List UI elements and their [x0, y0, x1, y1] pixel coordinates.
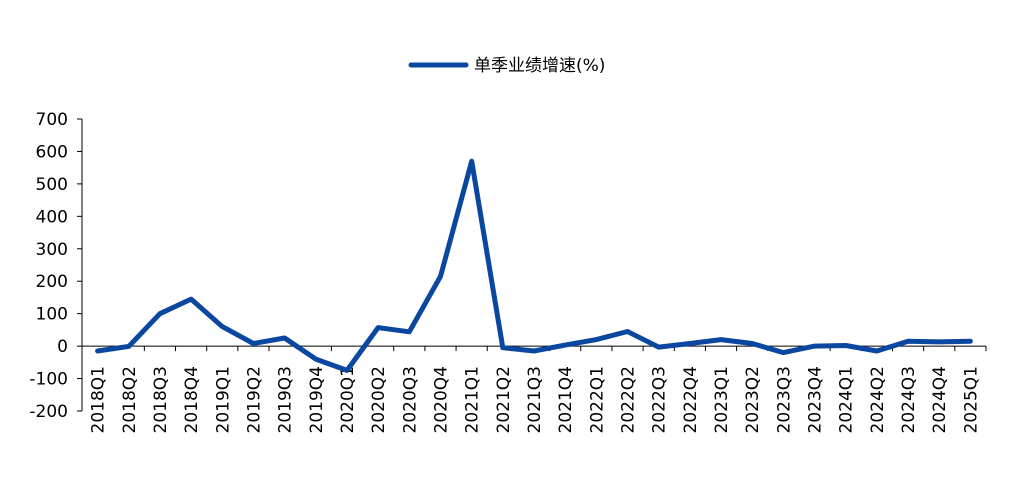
x-axis-tick-label: 2020Q1 — [338, 366, 358, 433]
series-line — [95, 158, 973, 373]
y-axis-tick-label: 100 — [36, 305, 68, 325]
legend-label: 单季业绩增速(%) — [474, 56, 605, 76]
data-point — [501, 346, 505, 350]
data-point — [158, 312, 162, 316]
data-point — [626, 330, 630, 334]
x-axis-tick-label: 2023Q3 — [774, 366, 794, 433]
x-axis-tick-label: 2022Q2 — [619, 366, 639, 433]
x-axis-tick-label: 2018Q2 — [120, 366, 140, 433]
x-axis-tick-label: 2025Q1 — [961, 366, 981, 433]
data-point — [96, 349, 100, 353]
x-axis-tick-label: 2019Q3 — [276, 366, 296, 433]
y-axis-tick-label: -200 — [29, 402, 68, 422]
data-point — [407, 330, 411, 334]
x-axis-tick-label: 2018Q3 — [151, 366, 171, 433]
data-point — [470, 159, 474, 163]
data-point — [220, 325, 224, 329]
data-point — [781, 351, 785, 355]
x-axis-tick-label: 2021Q2 — [494, 366, 514, 433]
x-axis-tick-label: 2024Q2 — [868, 366, 888, 433]
y-axis-tick-label: 200 — [36, 272, 68, 292]
data-point — [563, 343, 567, 347]
data-point — [283, 336, 287, 340]
x-axis-tick-label: 2023Q2 — [743, 366, 763, 433]
data-point — [875, 349, 879, 353]
y-axis-tick-label: -100 — [29, 370, 68, 390]
data-point — [345, 368, 349, 372]
y-axis-tick-label: 400 — [36, 207, 68, 227]
y-axis-tick-label: 700 — [36, 110, 68, 130]
data-point — [844, 343, 848, 347]
x-axis-tick-label: 2021Q4 — [556, 366, 576, 433]
x-axis-tick-label: 2024Q4 — [930, 366, 950, 433]
x-axis-tick-label: 2022Q1 — [587, 366, 607, 433]
y-axis-tick-label: 500 — [36, 175, 68, 195]
x-axis-tick-label: 2021Q1 — [463, 366, 483, 433]
data-point — [688, 342, 692, 346]
x-axis-tick-label: 2018Q4 — [182, 366, 202, 433]
y-axis-tick-label: 600 — [36, 142, 68, 162]
data-point — [438, 274, 442, 278]
legend: 单季业绩增速(%) — [408, 56, 605, 76]
data-point — [906, 339, 910, 343]
data-point — [127, 344, 131, 348]
x-axis-tick-label: 2022Q3 — [650, 366, 670, 433]
x-axis-tick-label: 2020Q3 — [400, 366, 420, 433]
x-axis-tick-label: 2019Q4 — [307, 366, 327, 433]
x-axis-tick-label: 2022Q4 — [681, 366, 701, 433]
x-axis-tick-labels: 2018Q1 2018Q2 2018Q3 2018Q4 2019Q1 2019Q2 2019… — [89, 366, 982, 433]
data-point — [376, 326, 380, 330]
data-point — [657, 345, 661, 349]
data-point — [314, 357, 318, 361]
y-axis-tick-label: 0 — [57, 337, 68, 357]
y-axis-tick-label: 300 — [36, 240, 68, 260]
x-axis-tick-label: 2019Q2 — [244, 366, 264, 433]
data-point — [189, 297, 193, 301]
x-axis-tick-label: 2020Q2 — [369, 366, 389, 433]
x-axis-tick-label: 2024Q3 — [899, 366, 919, 433]
data-point — [251, 342, 255, 346]
data-point — [532, 349, 536, 353]
x-axis-tick-label: 2018Q1 — [89, 366, 109, 433]
x-axis-tick-label: 2024Q1 — [837, 366, 857, 433]
x-axis-tick-label: 2023Q4 — [806, 366, 826, 433]
data-point — [750, 342, 754, 346]
data-point — [937, 340, 941, 344]
data-point — [594, 338, 598, 342]
x-axis-tick-label: 2023Q1 — [712, 366, 732, 433]
data-point — [813, 344, 817, 348]
series-layer — [95, 158, 973, 373]
y-axis-tick-labels: 700 600 500 400 300 200 100 0 -100 -200 — [29, 110, 68, 422]
x-axis-tick-label: 2020Q4 — [431, 366, 451, 433]
x-axis-tick-label: 2021Q3 — [525, 366, 545, 433]
data-point — [968, 339, 972, 343]
x-axis-tick-label: 2019Q1 — [213, 366, 233, 433]
data-point — [719, 338, 723, 342]
